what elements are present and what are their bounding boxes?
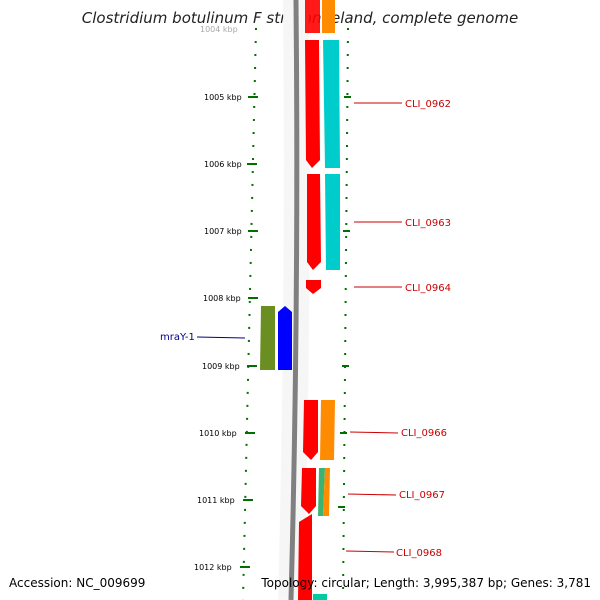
label-line-cli-0967 [347,493,397,496]
scale-tick-label: 1007 kbp [204,227,242,236]
feature-cyan-0963 [325,174,340,270]
label-line-cli-0966 [349,431,399,434]
genome-summary-text: Topology: circular; Length: 3,995,387 bp… [261,576,591,590]
scale-tick-label: 1005 kbp [204,93,242,102]
gene-arrow-cli-0966[interactable] [303,400,318,460]
scale-tick-label: 1011 kbp [197,496,235,505]
accession-text: Accession: NC_009699 [9,576,146,590]
feature-green-0967 [318,468,325,516]
feature-cyan-0962 [323,40,340,168]
feature-orange-0966 [320,400,335,460]
gene-label-cli-0967[interactable]: CLI_0967 [399,490,445,501]
scale-dotted-line-left [242,27,257,600]
scale-tick-label: 1012 kbp [194,563,232,572]
feature-top-orange [322,0,335,33]
gene-arrow-mray-1[interactable] [278,306,292,370]
gene-label-cli-0966[interactable]: CLI_0966 [401,428,447,439]
scale-tick-label: 1010 kbp [199,429,237,438]
scale-tick-label: 1008 kbp [203,294,241,303]
scale-tick-label: 1006 kbp [204,160,242,169]
feature-teal-bottom [313,594,327,600]
gene-arrow-cli-0964[interactable] [306,280,321,294]
gene-label-cli-0963[interactable]: CLI_0963 [405,218,451,229]
label-line-mray-1 [196,336,246,339]
gene-arrow-cli-0963[interactable] [307,174,321,270]
gene-arrow-cli-0967[interactable] [301,468,316,514]
scale-tick-partial: 1004 kbp [200,25,238,34]
gene-label-cli-0968[interactable]: CLI_0968 [396,548,442,559]
scale-dotted-line-right [342,27,349,600]
gene-arrow-cli-0968[interactable] [298,514,312,600]
feature-orange-0967 [323,468,330,516]
gene-arrow-cli-0962[interactable] [305,40,320,168]
scale-tick-label: 1009 kbp [202,362,240,371]
feature-top-red [305,0,320,33]
feature-olive-mray [260,306,275,370]
gene-label-cli-0962[interactable]: CLI_0962 [405,99,451,110]
gene-label-cli-0964[interactable]: CLI_0964 [405,283,451,294]
gene-label-mray-1[interactable]: mraY-1 [160,332,195,343]
scale-ticks: 1005 kbp 1006 kbp 1007 kbp 1008 kbp 1009… [194,93,351,572]
label-line-cli-0968 [345,550,395,553]
backbone-arc [288,0,300,600]
